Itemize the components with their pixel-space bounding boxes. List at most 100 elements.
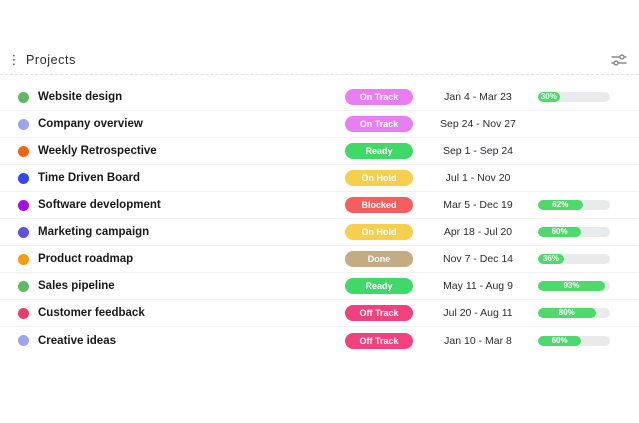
project-color-dot (18, 91, 29, 103)
project-name-cell: Time Driven Board (18, 172, 338, 184)
status-badge[interactable]: Ready (345, 278, 413, 294)
progress-cell (536, 173, 610, 183)
progress-bar[interactable]: 62% (538, 200, 610, 210)
project-name-cell: Weekly Retrospective (18, 145, 338, 157)
progress-cell: 36% (536, 254, 610, 264)
project-name-cell: Product roadmap (18, 253, 338, 265)
status-badge[interactable]: Off Track (345, 305, 413, 321)
project-name-cell: Company overview (18, 118, 338, 130)
project-name-cell: Sales pipeline (18, 280, 338, 292)
project-row[interactable]: Software development Blocked Mar 5 - Dec… (0, 192, 639, 219)
project-name: Company overview (38, 118, 143, 130)
status-badge[interactable]: Blocked (345, 197, 413, 213)
project-row[interactable]: Product roadmap Done Nov 7 - Dec 14 36% (0, 246, 639, 273)
date-range[interactable]: Nov 7 - Dec 14 (442, 253, 514, 265)
progress-label: 30% (540, 92, 557, 101)
status-badge[interactable]: Ready (345, 143, 413, 159)
status-cell: Off Track (338, 305, 420, 321)
progress-bar[interactable]: 60% (538, 227, 610, 237)
project-color-dot (18, 199, 29, 211)
project-row[interactable]: Customer feedback Off Track Jul 20 - Aug… (0, 300, 639, 327)
status-badge[interactable]: On Track (345, 89, 413, 105)
status-cell: Off Track (338, 332, 420, 349)
project-color-dot (18, 307, 29, 319)
progress-cell: 62% (536, 200, 610, 210)
date-range[interactable]: Sep 1 - Sep 24 (442, 145, 514, 157)
project-name: Weekly Retrospective (38, 145, 157, 157)
project-list: Website design On Track Jan 4 - Mar 23 3… (0, 84, 639, 354)
date-range[interactable]: May 11 - Aug 9 (443, 280, 513, 292)
progress-cell: 93% (536, 281, 610, 291)
progress-fill: 36% (538, 254, 564, 264)
progress-fill: 60% (538, 335, 582, 346)
status-cell: On Track (338, 89, 420, 105)
status-cell: Done (338, 251, 420, 267)
status-cell: On Hold (338, 224, 420, 240)
date-range[interactable]: Sep 24 - Nov 27 (440, 118, 516, 130)
project-name-cell: Creative ideas (18, 335, 338, 347)
progress-cell (536, 146, 610, 156)
project-name: Website design (38, 91, 123, 103)
list-header: ⋮ Projects (0, 45, 639, 75)
progress-bar[interactable]: 30% (538, 92, 610, 102)
project-name: Sales pipeline (38, 280, 115, 292)
status-badge[interactable]: On Hold (345, 224, 413, 240)
project-name-cell: Software development (18, 199, 338, 211)
progress-fill: 62% (538, 200, 583, 210)
status-badge[interactable]: On Hold (345, 170, 413, 186)
progress-bar[interactable]: 60% (538, 335, 610, 346)
progress-label: 80% (558, 308, 575, 317)
project-name: Creative ideas (38, 334, 116, 347)
project-row[interactable]: Marketing campaign On Hold Apr 18 - Jul … (0, 219, 639, 246)
project-color-dot (18, 226, 29, 238)
date-range[interactable]: Jan 4 - Mar 23 (444, 91, 512, 103)
progress-label: 62% (552, 200, 569, 209)
project-row[interactable]: Company overview On Track Sep 24 - Nov 2… (0, 111, 639, 138)
project-row[interactable]: Website design On Track Jan 4 - Mar 23 3… (0, 84, 639, 111)
date-range[interactable]: Apr 18 - Jul 20 (443, 226, 513, 238)
progress-cell: 80% (536, 308, 610, 318)
project-name: Customer feedback (38, 307, 145, 319)
filter-sliders-icon[interactable] (611, 53, 627, 67)
progress-label: 60% (551, 335, 568, 345)
status-badge[interactable]: On Track (345, 116, 413, 132)
progress-fill: 93% (538, 281, 605, 291)
progress-bar[interactable]: 80% (538, 308, 610, 318)
progress-cell: 60% (536, 227, 610, 237)
project-name: Time Driven Board (38, 172, 141, 184)
project-name: Software development (38, 199, 161, 211)
project-color-dot (18, 280, 29, 292)
kebab-menu-icon[interactable]: ⋮ (7, 52, 21, 67)
progress-fill: 30% (538, 92, 560, 102)
project-name-cell: Marketing campaign (18, 226, 338, 238)
status-badge[interactable]: Off Track (345, 332, 413, 349)
project-color-dot (18, 335, 29, 346)
progress-bar[interactable]: 93% (538, 281, 610, 291)
progress-label: 93% (563, 281, 580, 290)
progress-bar[interactable]: 36% (538, 254, 610, 264)
progress-label: 60% (551, 227, 568, 236)
project-name-cell: Customer feedback (18, 307, 338, 319)
date-range[interactable]: Jul 1 - Nov 20 (445, 172, 511, 184)
progress-label: 36% (542, 254, 559, 263)
date-range[interactable]: Jul 20 - Aug 11 (443, 307, 513, 319)
project-color-dot (18, 172, 29, 184)
project-name-cell: Website design (18, 91, 338, 103)
status-cell: Blocked (338, 197, 420, 213)
date-range[interactable]: Mar 5 - Dec 19 (443, 199, 513, 211)
status-badge[interactable]: Done (345, 251, 413, 267)
status-cell: Ready (338, 278, 420, 294)
progress-cell (536, 119, 610, 129)
progress-fill: 80% (538, 308, 596, 318)
project-name: Product roadmap (38, 253, 134, 265)
project-row[interactable]: Time Driven Board On Hold Jul 1 - Nov 20 (0, 165, 639, 192)
date-range[interactable]: Jan 10 - Mar 8 (444, 334, 512, 347)
progress-fill: 60% (538, 227, 582, 237)
project-color-dot (18, 118, 29, 130)
project-row[interactable]: Creative ideas Off Track Jan 10 - Mar 8 … (0, 327, 639, 354)
project-row[interactable]: Sales pipeline Ready May 11 - Aug 9 93% (0, 273, 639, 300)
project-row[interactable]: Weekly Retrospective Ready Sep 1 - Sep 2… (0, 138, 639, 165)
progress-cell: 30% (536, 92, 610, 102)
progress-cell: 60% (536, 335, 610, 346)
